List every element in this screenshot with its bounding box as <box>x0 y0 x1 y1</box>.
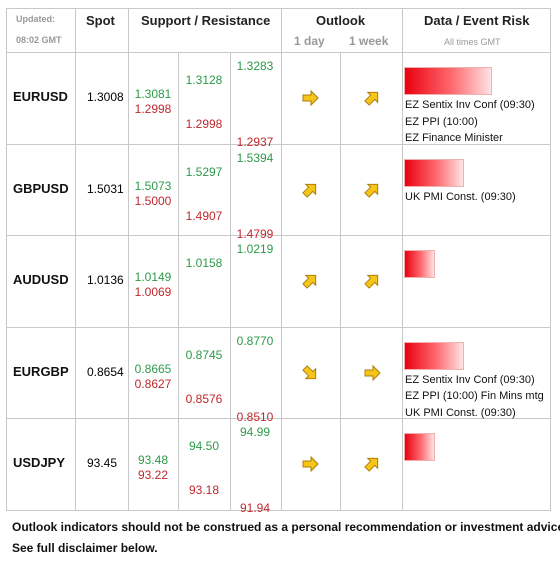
row-border <box>6 8 551 9</box>
outlook-arrow <box>364 364 381 382</box>
resistance-value: 0.8745 <box>185 347 223 362</box>
outlook-day <box>300 180 320 205</box>
col-border <box>550 8 551 511</box>
spot-value: 1.5031 <box>87 181 124 196</box>
event-risk-bar <box>404 158 464 187</box>
outlook-week <box>362 454 382 479</box>
col-border <box>75 8 76 511</box>
resistance-value: 1.3283 <box>236 59 274 73</box>
support-value: 1.5000 <box>134 193 172 208</box>
support-value: 1.2998 <box>185 117 223 131</box>
spot-value: 93.45 <box>87 456 118 471</box>
support-value: 0.8627 <box>134 376 172 391</box>
outlook-week <box>362 88 382 113</box>
day-header: 1 day <box>294 34 325 48</box>
updated-label: Updated: <box>16 14 55 24</box>
col-border <box>6 8 7 511</box>
pair-name: GBPUSD <box>13 180 69 196</box>
col-border <box>178 52 179 511</box>
outlook-arrow <box>364 91 379 106</box>
pair-name: EURGBP <box>13 363 69 379</box>
outlook-arrow <box>302 275 317 289</box>
resistance-value: 1.5297 <box>185 164 223 179</box>
support-value: 1.4799 <box>236 226 274 241</box>
support-value: 0.8576 <box>185 391 223 406</box>
outlook-day <box>300 88 320 113</box>
event-text: EZ Finance Minister <box>405 132 503 144</box>
event-risk-bar <box>404 341 464 370</box>
support-value: 1.4907 <box>185 208 223 223</box>
outlook-week <box>362 271 382 296</box>
outlook-arrow <box>302 89 319 107</box>
pair-name: USDJPY <box>13 455 66 471</box>
support-value: 1.2998 <box>134 102 172 116</box>
resistance-value: 1.0149 <box>134 270 172 285</box>
row-border <box>6 418 551 420</box>
support-value: 91.94 <box>239 501 271 516</box>
event-risk-bar <box>404 250 435 279</box>
event-text: EZ PPI (10:00) Fin Mins mtg <box>405 390 544 403</box>
week-header: 1 week <box>349 34 389 48</box>
outlook-day <box>300 363 320 388</box>
outlook-arrow <box>364 458 379 473</box>
resistance-value: 1.3081 <box>134 87 172 101</box>
support-value: 93.22 <box>137 468 169 483</box>
footer-line: See full disclaimer below. <box>12 541 158 555</box>
support-value: 0.8510 <box>236 409 274 424</box>
resistance-value: 0.8770 <box>236 333 274 348</box>
outlook-arrow <box>302 365 317 379</box>
resistance-value: 1.5073 <box>134 178 172 193</box>
events-header: Data / Event Risk <box>424 13 530 28</box>
outlook-arrow <box>302 183 317 198</box>
row-border <box>6 326 551 328</box>
event-text: UK PMI Const. (09:30) <box>405 406 516 419</box>
support-value: 1.0069 <box>134 285 172 300</box>
col-border <box>281 8 282 511</box>
resistance-value: 1.3128 <box>185 73 223 87</box>
outlook-arrow <box>364 275 379 289</box>
spot-header: Spot <box>86 13 115 28</box>
row-border <box>6 510 551 511</box>
spot-value: 1.0136 <box>87 273 124 288</box>
resistance-value: 1.0219 <box>236 242 274 257</box>
outlook-week <box>362 363 382 388</box>
col-border <box>402 8 403 511</box>
resistance-value: 93.48 <box>137 453 169 468</box>
spot-value: 1.3008 <box>87 90 124 104</box>
support-value: 93.18 <box>188 483 220 498</box>
outlook-arrow <box>364 183 379 198</box>
col-border <box>128 8 129 511</box>
col-border <box>340 52 341 511</box>
event-risk-bar <box>404 67 492 95</box>
outlook-arrow <box>302 456 319 473</box>
outlook-day <box>300 271 320 296</box>
resistance-value: 94.99 <box>239 425 271 440</box>
col-border <box>230 52 231 511</box>
event-text: EZ Sentix Inv Conf (09:30) <box>405 373 535 386</box>
support-value: 1.2937 <box>236 135 274 149</box>
event-text: UK PMI Const. (09:30) <box>405 190 516 203</box>
footer-line: Outlook indicators should not be constru… <box>12 520 560 534</box>
times-note: All times GMT <box>444 37 501 47</box>
resistance-value: 1.0158 <box>185 256 223 271</box>
event-text: EZ PPI (10:00) <box>405 115 478 128</box>
resistance-value: 94.50 <box>188 439 220 454</box>
event-text: EZ Sentix Inv Conf (09:30) <box>405 99 535 111</box>
event-risk-bar <box>404 433 435 462</box>
resistance-value: 0.8665 <box>134 361 172 376</box>
row-border <box>6 52 551 53</box>
pair-name: AUDUSD <box>13 272 69 288</box>
sr-header: Support / Resistance <box>141 13 271 28</box>
resistance-value: 1.5394 <box>236 150 274 165</box>
row-border <box>6 235 551 237</box>
row-border <box>6 143 551 145</box>
spot-value: 0.8654 <box>87 364 124 379</box>
outlook-header: Outlook <box>316 13 366 28</box>
pair-name: EURUSD <box>13 89 68 104</box>
outlook-day <box>300 454 320 479</box>
outlook-week <box>362 180 382 205</box>
updated-time: 08:02 GMT <box>16 35 62 45</box>
